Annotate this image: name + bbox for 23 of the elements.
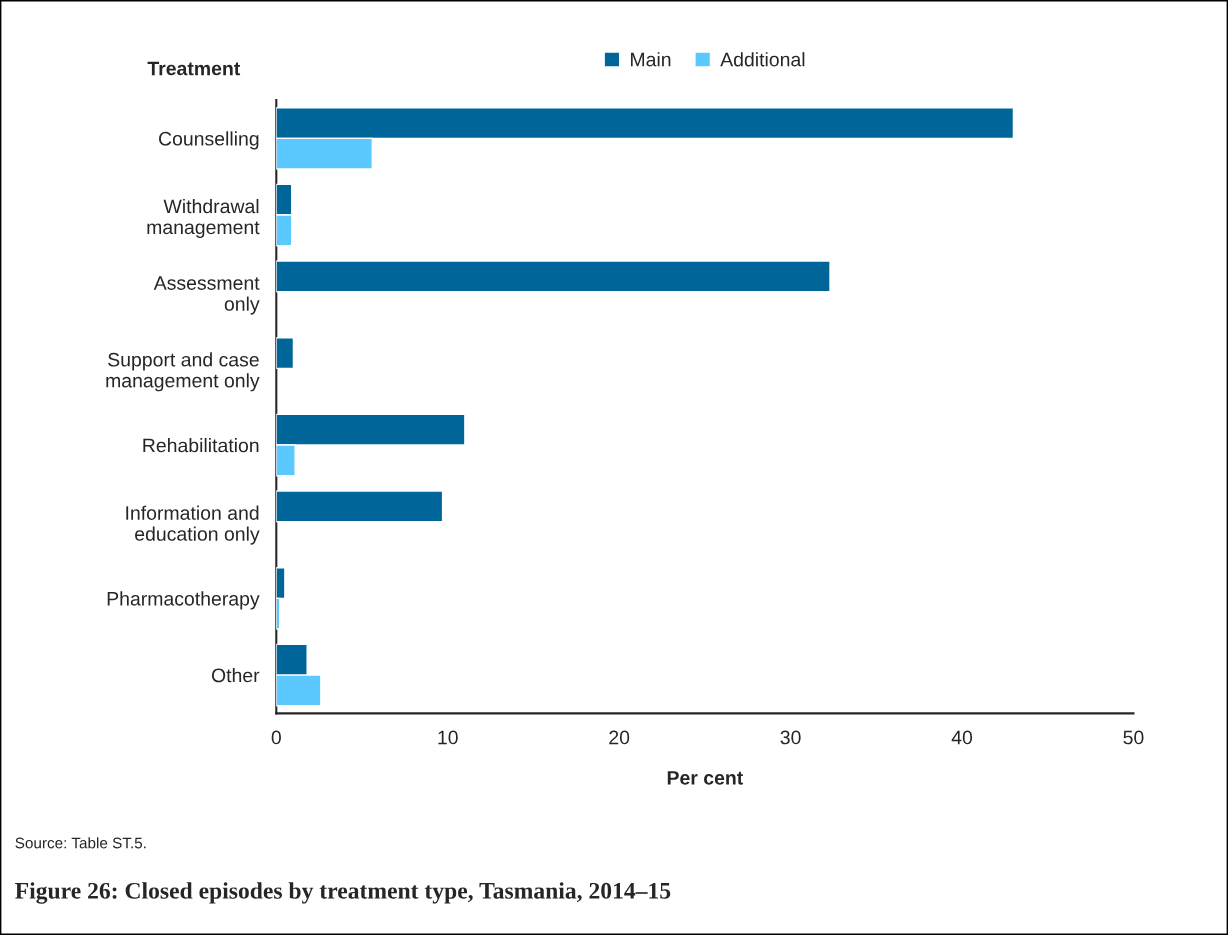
x-tick-label: 0 bbox=[271, 730, 281, 745]
x-tick-label: 30 bbox=[780, 730, 801, 745]
y-axis-title: Treatment bbox=[147, 61, 241, 76]
x-tick-label: 40 bbox=[951, 730, 973, 745]
y-tick-label: Withdrawal management bbox=[147, 198, 260, 239]
x-axis-title: Per cent bbox=[667, 771, 743, 785]
x-tick-label: 10 bbox=[438, 730, 458, 745]
text: Figure 26: Closed episodes by treatment type, Tasmania, 2014–15 bbox=[15, 882, 671, 904]
y-tick-label: Support and case management only bbox=[106, 352, 260, 392]
x-tick-label: 20 bbox=[609, 730, 630, 745]
y-tick-label: Information and education only bbox=[126, 505, 260, 545]
source-note: Source: Table ST.5. bbox=[15, 837, 146, 849]
y-tick-label: Counselling bbox=[159, 131, 259, 150]
y-tick-label: Other bbox=[211, 668, 260, 683]
y-tick-label: Rehabilitation bbox=[143, 438, 259, 453]
legend-label: Additional bbox=[720, 52, 805, 67]
bar bbox=[276, 260, 831, 293]
x-tick-label: 50 bbox=[1123, 730, 1144, 745]
bar bbox=[276, 337, 295, 370]
legend-label: Main bbox=[631, 52, 671, 67]
bar bbox=[276, 490, 444, 523]
y-tick-label: Assessment only bbox=[153, 276, 260, 315]
y-tick-label: Pharmacotherapy bbox=[107, 591, 260, 610]
